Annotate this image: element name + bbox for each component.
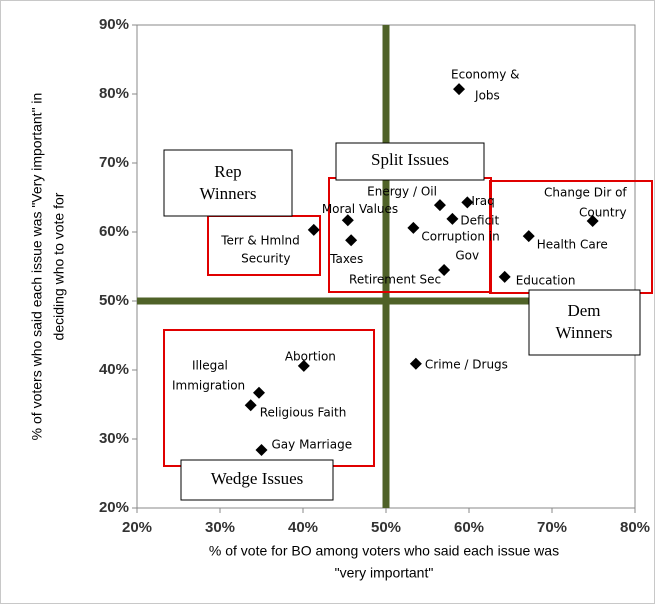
data-point [307,223,320,236]
y-axis-title: % of voters who said each issue was "Ver… [29,93,45,441]
y-axis-title: deciding who to vote for [51,192,67,340]
data-point [297,359,310,372]
y-tick-label: 50% [99,292,129,309]
annotation: Rep Winners [200,162,257,203]
data-point [461,196,474,209]
rep-box [163,149,293,217]
point-label: Crime / Drugs [425,357,508,371]
data-point [453,83,466,96]
wedge-box [180,459,334,501]
point-label: Taxes [329,252,363,266]
annotation-boxes [163,142,641,501]
point-label: Deficit [460,213,499,227]
data-point [345,234,358,247]
x-axis-title: "very important" [335,565,434,581]
x-axis-title: % of vote for BO among voters who said e… [209,543,559,559]
point-label: Health Care [537,238,608,252]
dem-box [528,289,641,356]
point-label: Energy / Oil [367,185,437,199]
data-point [586,214,599,227]
y-tick-label: 80% [99,85,129,102]
annotation-line: Winners [200,184,257,203]
x-tick-label: 30% [205,519,235,536]
point-label: Religious Faith [260,406,347,420]
point-label: Corruption in [421,229,499,243]
point-label: Gay Marriage [272,438,353,452]
data-point [244,399,257,412]
data-point [255,444,268,457]
data-point [498,270,511,283]
point-label: Education [516,273,576,287]
y-tick-label: 60% [99,223,129,240]
x-tick-label: 40% [288,519,318,536]
point-label: Terr & Hmlnd [220,233,300,247]
point-label: Moral Values [322,202,398,216]
y-tick-label: 20% [99,499,129,516]
annotation-line: Rep [214,162,241,181]
data-point [446,212,459,225]
x-tick-label: 60% [454,519,484,536]
data-point [341,214,354,227]
y-tick-label: 70% [99,154,129,171]
point-label: Country [579,205,627,219]
annotation: Split Issues [371,150,449,169]
data-point [253,386,266,399]
data-point [433,199,446,212]
point-label: Jobs [474,89,500,103]
point-label: Iraq [471,194,494,208]
y-tick-label: 40% [99,361,129,378]
y-tick-label: 90% [99,16,129,33]
point-label: Abortion [285,349,336,363]
split-box [335,142,485,181]
annotation: Wedge Issues [211,469,304,488]
x-tick-label: 80% [620,519,650,536]
point-label: Immigration [172,378,245,392]
annotation-line: Dem [567,301,600,320]
x-tick-label: 50% [371,519,401,536]
y-tick-label: 30% [99,430,129,447]
point-label: Gov [455,248,479,262]
point-label: Illegal [192,358,228,372]
x-tick-label: 70% [537,519,567,536]
data-point [438,263,451,276]
data-point [409,357,422,370]
data-point [522,230,535,243]
annotation: Dem Winners [556,301,613,342]
x-tick-label: 20% [122,519,152,536]
annotation-line: Winners [556,323,613,342]
point-label: Retirement Sec [349,272,441,286]
data-point [407,221,420,234]
point-label: Change Dir of [544,185,627,199]
point-label: Economy & [451,68,519,82]
point-label: Security [241,251,290,265]
